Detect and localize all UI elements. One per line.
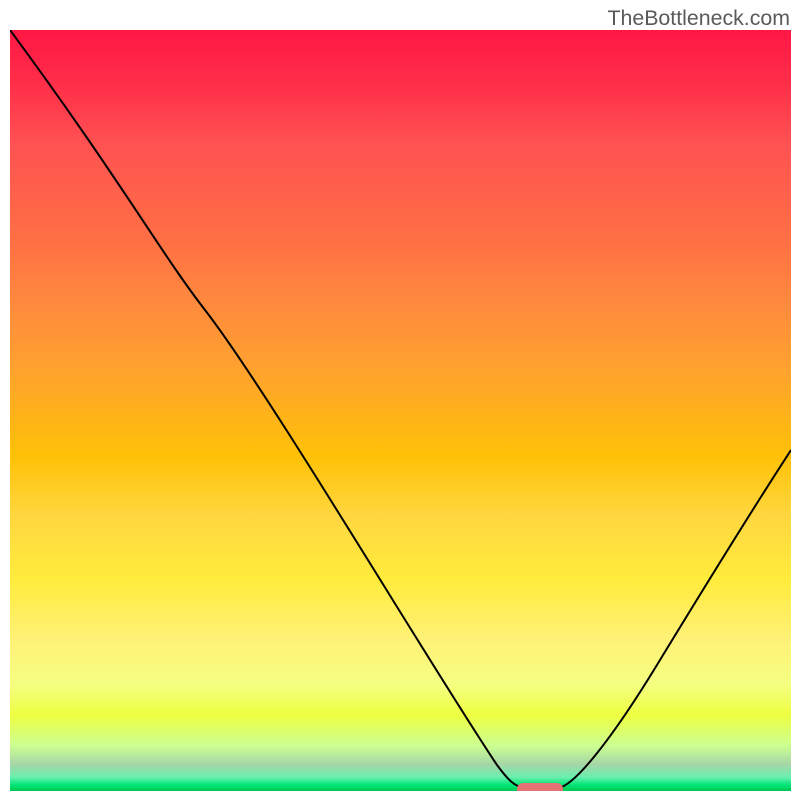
chart-container: TheBottleneck.com bbox=[0, 0, 800, 800]
plot-area bbox=[10, 30, 791, 791]
optimal-marker bbox=[517, 783, 563, 791]
bottleneck-curve bbox=[10, 30, 791, 791]
watermark-text: TheBottleneck.com bbox=[607, 6, 790, 31]
curve-path bbox=[10, 30, 791, 788]
